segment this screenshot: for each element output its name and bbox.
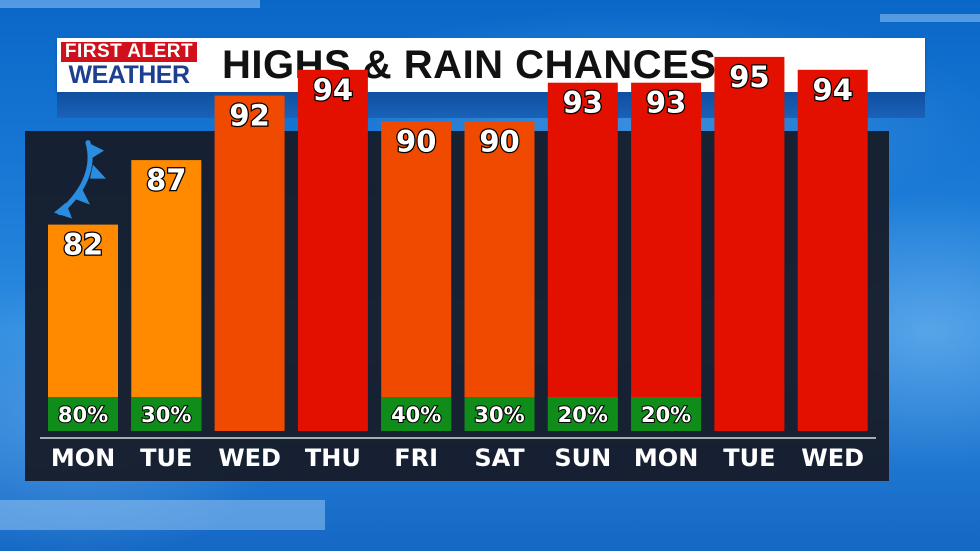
background-stripe — [0, 500, 325, 530]
rain-chance-label: 80% — [58, 403, 108, 427]
bar-fri-4 — [381, 121, 452, 432]
logo-bottom-text: WEATHER — [68, 61, 190, 89]
bar-tue-1 — [131, 160, 202, 431]
bar-thu-3 — [297, 69, 368, 432]
value-label: 94 — [813, 73, 853, 107]
day-label: FRI — [394, 444, 438, 472]
rain-chance-label: 30% — [474, 403, 524, 427]
value-label: 94 — [313, 73, 353, 107]
rain-chance-label: 20% — [558, 403, 608, 427]
first-alert-weather-logo: FIRST ALERT WEATHER — [61, 42, 201, 88]
rain-chance-box — [547, 397, 618, 431]
day-label: TUE — [723, 444, 775, 472]
day-label: WED — [218, 444, 281, 472]
value-label: 90 — [479, 124, 519, 158]
rain-chance-box — [631, 397, 702, 431]
logo-top-text: FIRST ALERT — [61, 42, 197, 62]
icons-group — [54, 140, 106, 219]
value-label: 93 — [646, 86, 686, 120]
day-label: MON — [634, 444, 698, 472]
day-label: THU — [305, 444, 361, 472]
day-label: SAT — [474, 444, 525, 472]
cold-front-icon — [54, 140, 106, 219]
bar-sun-6 — [547, 82, 618, 431]
bar-tue-8 — [714, 56, 785, 432]
rain-chance-box — [464, 397, 535, 431]
value-label: 92 — [229, 99, 269, 133]
rain-chance-box — [48, 397, 118, 431]
bar-sat-5 — [464, 121, 535, 432]
value-label: 90 — [396, 124, 436, 158]
value-label: 95 — [729, 60, 769, 94]
rain-chance-label: 40% — [391, 403, 441, 427]
background-stripe — [0, 0, 260, 8]
rain-chance-box — [381, 397, 452, 431]
value-label: 82 — [63, 228, 103, 262]
labels-group: 82 80% MON 87 30% TUE 92 WED 94 THU 90 40% FRI 90 30% S… — [51, 59, 864, 472]
value-label: 93 — [563, 86, 603, 120]
bar-mon-7 — [631, 82, 702, 431]
rain-chance-label: 20% — [641, 403, 691, 427]
day-label: SUN — [554, 444, 611, 472]
bar-wed-9 — [797, 69, 868, 432]
bar-wed-2 — [214, 95, 285, 431]
bars-group — [48, 56, 868, 432]
rain-chance-label: 30% — [141, 403, 191, 427]
rain-chance-box — [131, 397, 202, 431]
day-label: TUE — [140, 444, 192, 472]
background-stripe — [880, 14, 980, 22]
day-label: MON — [51, 444, 115, 472]
value-label: 87 — [146, 163, 186, 197]
bar-mon-0 — [48, 224, 118, 431]
day-label: WED — [801, 444, 864, 472]
